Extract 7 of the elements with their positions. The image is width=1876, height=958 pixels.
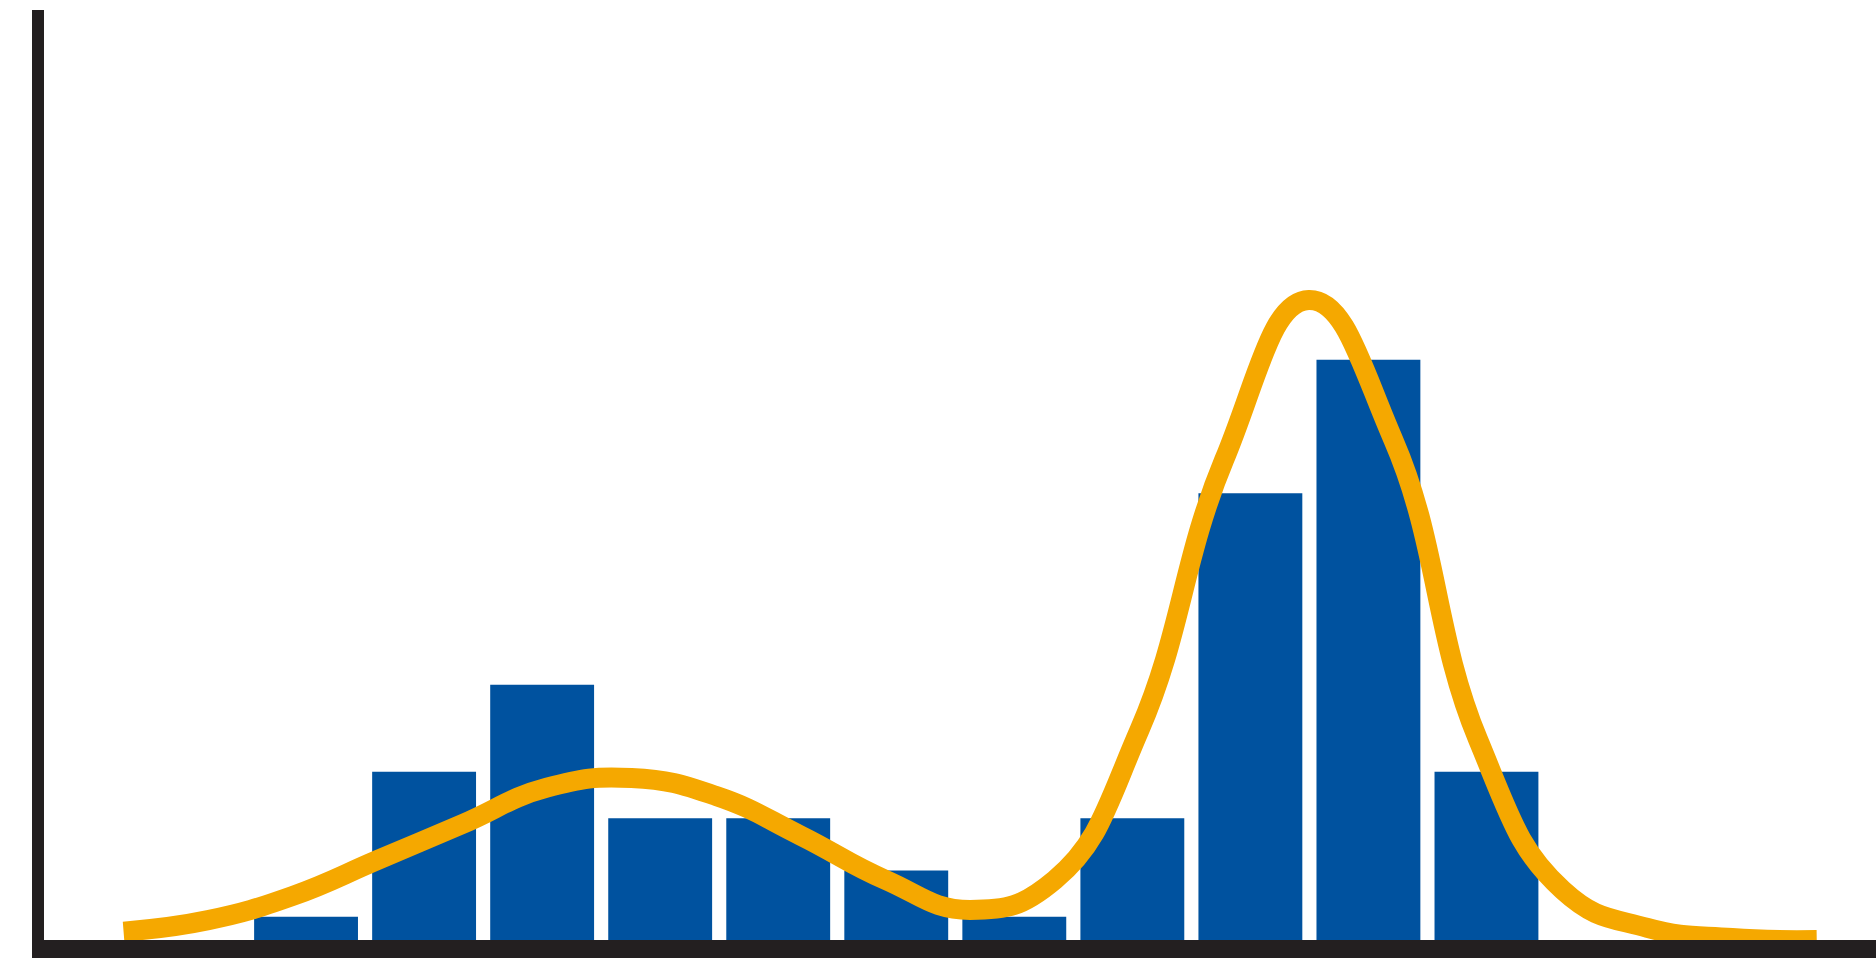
bar bbox=[1198, 493, 1303, 940]
bar bbox=[608, 818, 713, 940]
bar bbox=[254, 916, 358, 940]
bar bbox=[490, 684, 595, 940]
bar bbox=[1316, 359, 1421, 940]
bar bbox=[962, 916, 1067, 940]
bar bbox=[1080, 818, 1185, 940]
